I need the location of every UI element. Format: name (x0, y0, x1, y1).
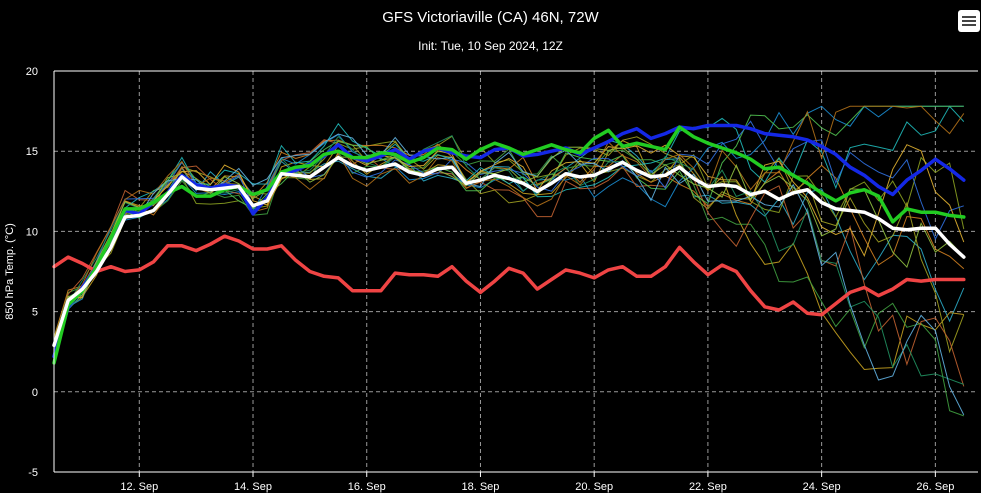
chart-subtitle: Init: Tue, 10 Sep 2024, 12Z (418, 39, 563, 53)
ensemble-member-line (53, 105, 964, 342)
x-tick-label: 16. Sep (348, 481, 386, 493)
series-line (52, 234, 966, 317)
axis-layer: -5 0 5 10 15 20 12. Sep 14. Sep 16. Sep 18. Sep 20… (4, 66, 978, 493)
x-tick-label: 20. Sep (575, 481, 613, 493)
ensemble-member-line (53, 148, 964, 417)
series-line (52, 155, 966, 348)
highlighted-series-layer (52, 123, 966, 365)
ensemble-member-line (53, 135, 965, 357)
y-axis-title: 850 hPa Temp. (°C) (4, 223, 16, 320)
x-tick-label: 12. Sep (120, 481, 158, 493)
ensemble-member-line (53, 105, 965, 344)
ensemble-member-line (53, 105, 965, 350)
y-tick-label: 10 (26, 226, 38, 238)
x-tick-label: 24. Sep (803, 481, 841, 493)
ensemble-member-line (53, 105, 964, 344)
y-tick-label: 15 (26, 146, 38, 158)
ensemble-member-line (53, 144, 965, 346)
ensemble-member-line (53, 139, 965, 345)
y-tick-label: 5 (32, 307, 38, 319)
y-tick-label: 20 (26, 66, 38, 78)
chart-title: GFS Victoriaville (CA) 46N, 72W (382, 9, 599, 26)
y-tick-label: 0 (32, 387, 38, 399)
series-line (52, 125, 966, 365)
ensemble-layer (53, 105, 965, 417)
x-tick-label: 22. Sep (689, 481, 727, 493)
x-tick-label: 26. Sep (916, 481, 954, 493)
y-tick-label: -5 (28, 467, 38, 479)
x-tick-label: 18. Sep (462, 481, 500, 493)
x-tick-label: 14. Sep (234, 481, 272, 493)
hamburger-menu-icon[interactable] (958, 10, 980, 32)
